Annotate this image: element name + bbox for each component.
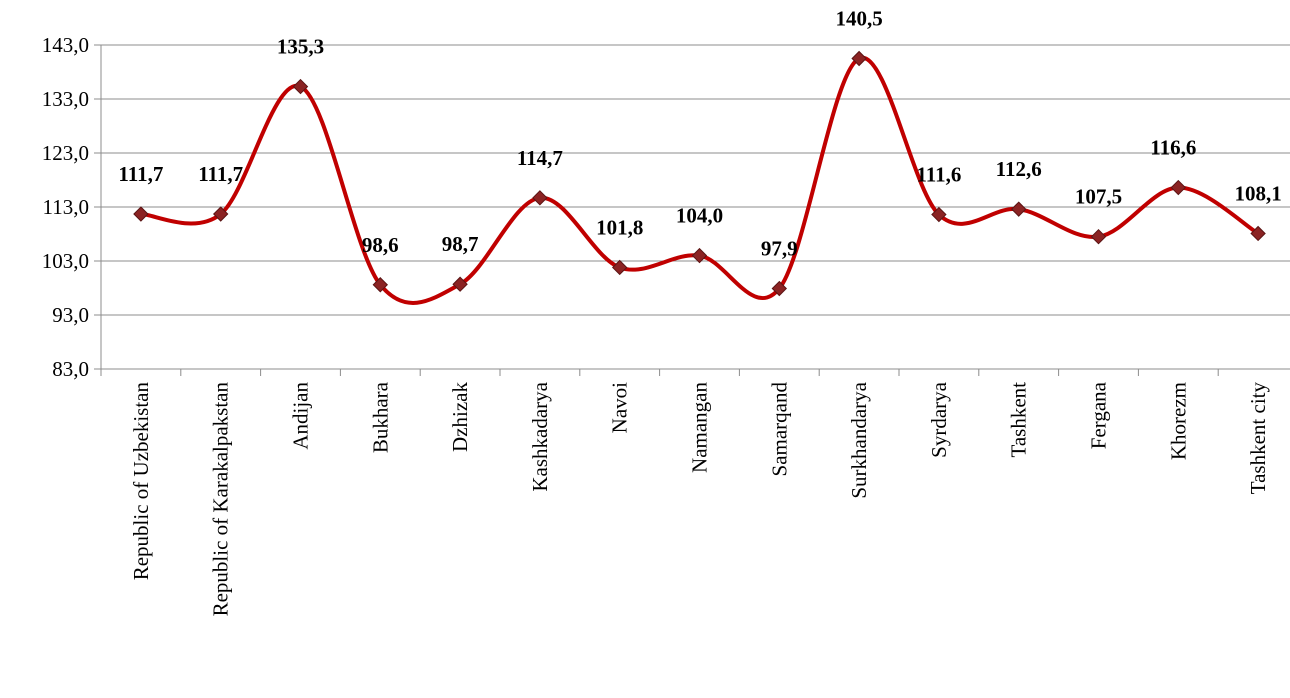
y-tick-labels: 83,0 93,0 103,0 113,0 123,0 133,0 143,0 <box>42 33 89 381</box>
data-label: 111,7 <box>118 162 163 186</box>
x-tick-label: Surkhandarya <box>847 381 871 498</box>
data-label: 98,6 <box>362 233 399 257</box>
x-tick-label: Samarqand <box>767 382 791 477</box>
data-label: 116,6 <box>1150 136 1196 160</box>
x-tick-label: Andijan <box>289 382 313 450</box>
x-tick-label: Tashkent <box>1007 382 1031 458</box>
x-tick-label: Kashkadarya <box>528 381 552 491</box>
data-point-marker <box>691 247 708 264</box>
data-point-marker <box>133 206 149 222</box>
data-label: 107,5 <box>1075 185 1122 209</box>
data-label: 114,7 <box>517 146 563 170</box>
data-label: 108,1 <box>1234 181 1281 205</box>
y-tick-label: 93,0 <box>52 303 89 327</box>
data-point-marker <box>1090 228 1107 245</box>
data-point-marker <box>931 206 947 223</box>
data-point-marker <box>1170 179 1187 196</box>
data-point-marker <box>372 277 389 293</box>
data-labels: 111,7 111,7 135,3 98,6 98,7 114,7 101,8 104,0 97… <box>118 7 1281 261</box>
data-label: 111,6 <box>916 163 961 187</box>
data-point-marker <box>771 280 788 297</box>
data-point-marker <box>452 276 468 292</box>
x-tick-label: Tashkent city <box>1246 382 1270 495</box>
axes <box>94 44 1290 376</box>
data-point-marker <box>851 50 867 67</box>
x-tick-label: Syrdarya <box>927 381 951 457</box>
y-tick-label: 133,0 <box>42 87 89 111</box>
x-tick-label: Republic of Uzbekistan <box>129 382 153 581</box>
x-tick-label: Namangan <box>688 382 712 473</box>
data-label: 104,0 <box>676 204 723 228</box>
data-point-marker <box>1250 225 1266 242</box>
y-tick-label: 113,0 <box>43 195 89 219</box>
data-label: 111,7 <box>198 162 243 186</box>
y-tick-label: 103,0 <box>42 249 89 273</box>
y-tick-label: 83,0 <box>52 357 89 381</box>
data-label: 140,5 <box>835 7 882 31</box>
data-label: 135,3 <box>277 35 324 59</box>
data-point-marker <box>212 206 229 222</box>
markers <box>133 50 1266 297</box>
x-tick-label: Dzhizak <box>448 382 472 452</box>
y-tick-label: 123,0 <box>42 141 89 165</box>
series-line <box>138 56 1261 305</box>
data-point-marker <box>1010 201 1027 217</box>
data-label: 101,8 <box>596 215 643 239</box>
data-label: 112,6 <box>996 157 1042 181</box>
y-tick-label: 143,0 <box>42 33 89 57</box>
gridlines <box>101 44 1290 316</box>
x-tick-label: Republic of Karakalpakstan <box>209 382 233 617</box>
x-tick-label: Fergana <box>1087 381 1111 449</box>
series <box>138 56 1261 305</box>
x-tick-label: Khorezm <box>1166 382 1190 460</box>
data-label: 97,9 <box>761 237 798 261</box>
x-tick-label: Bukhara <box>368 381 392 453</box>
data-point-marker <box>532 190 548 206</box>
data-point-marker <box>611 259 628 276</box>
data-point-marker <box>292 78 309 95</box>
data-label: 98,7 <box>442 232 479 256</box>
x-tick-label: Navoi <box>608 382 632 433</box>
x-tick-labels: Republic of Uzbekistan Republic of Karaka… <box>129 381 1270 616</box>
